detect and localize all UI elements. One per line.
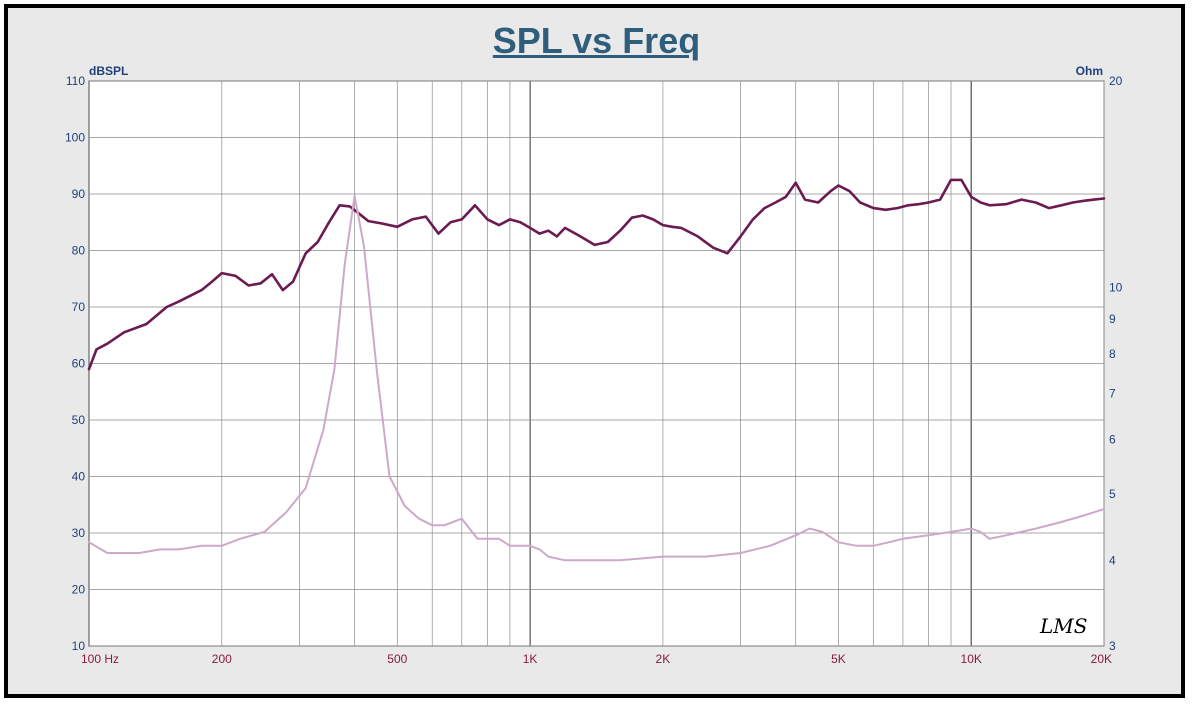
- y-axis-left: 110 100 90 80 70 60 50 40 30 20 10: [65, 74, 85, 653]
- y2-tick-label: 3: [1109, 639, 1116, 653]
- y2-tick-label: 4: [1109, 553, 1116, 567]
- y-tick-label: 80: [72, 244, 86, 258]
- impedance-curve: [88, 194, 1105, 562]
- y2-tick-label: 10: [1109, 280, 1123, 294]
- x-tick-label: 5K: [831, 652, 846, 666]
- y2-tick-label: 20: [1109, 74, 1123, 88]
- x-tick-label: 100 Hz: [81, 652, 119, 666]
- y2-tick-label: 9: [1109, 312, 1116, 326]
- y-tick-label: 50: [72, 413, 86, 427]
- x-tick-label: 500: [387, 652, 407, 666]
- y-tick-label: 40: [72, 470, 86, 484]
- y-tick-label: 90: [72, 187, 86, 201]
- y-tick-label: 10: [72, 639, 86, 653]
- x-tick-label: 20K: [1091, 652, 1112, 666]
- y-tick-label: 20: [72, 583, 86, 597]
- x-axis: 100 Hz 200 500 1K 2K 5K 10K 20K: [81, 652, 1112, 666]
- x-tick-label: 10K: [961, 652, 982, 666]
- y-tick-label: 30: [72, 526, 86, 540]
- x-tick-label: 200: [212, 652, 232, 666]
- y2-tick-label: 6: [1109, 433, 1116, 447]
- series-group: [87, 178, 1106, 562]
- y-axis-right-label: Ohm: [1076, 64, 1103, 78]
- y-tick-label: 110: [66, 74, 85, 88]
- lms-signature: LMS: [1039, 614, 1087, 638]
- spl-curve: [87, 178, 1106, 371]
- y2-tick-label: 5: [1109, 487, 1116, 501]
- x-tick-label: 1K: [523, 652, 538, 666]
- y-tick-label: 100: [65, 131, 85, 145]
- y-axis-right: 20 10 9 8 7 6 5 4 3: [1109, 74, 1123, 653]
- x-tick-label: 2K: [656, 652, 671, 666]
- y-axis-left-label: dBSPL: [89, 64, 128, 78]
- y-tick-label: 60: [72, 357, 86, 371]
- y-tick-label: 70: [72, 300, 86, 314]
- y2-tick-label: 7: [1109, 387, 1116, 401]
- chart-title: SPL vs Freq: [492, 20, 701, 61]
- grid: [88, 80, 1105, 647]
- y2-tick-label: 8: [1109, 347, 1116, 361]
